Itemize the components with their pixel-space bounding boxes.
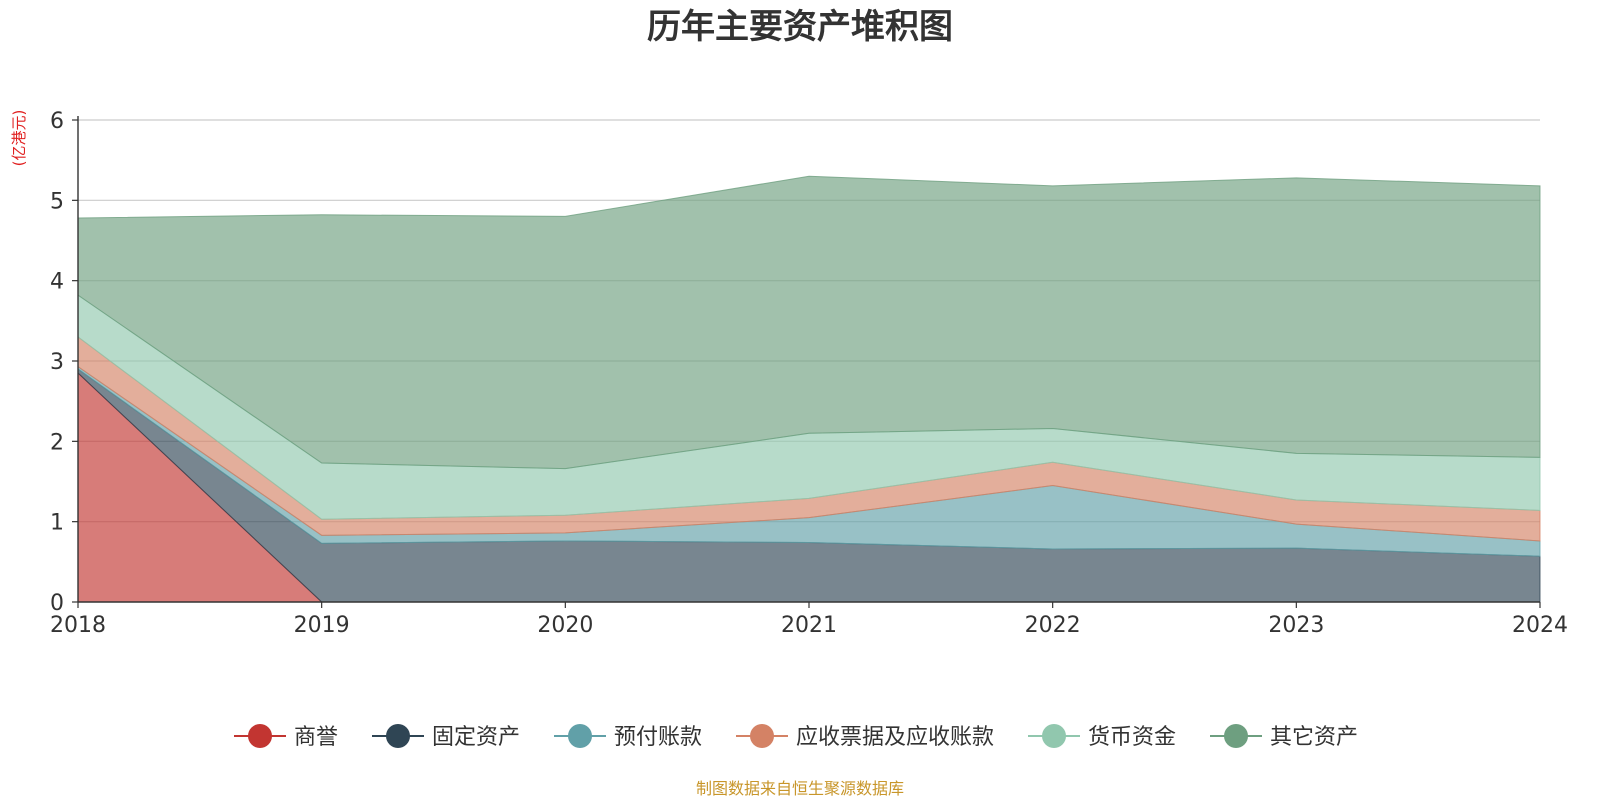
legend-item-0[interactable]: 商誉 (233, 724, 338, 750)
x-tick-label-2021: 2021 (781, 613, 837, 638)
x-tick-label-2023: 2023 (1268, 613, 1324, 638)
legend-item-1[interactable]: 固定资产 (371, 724, 520, 750)
legend-item-4[interactable]: 货币资金 (1028, 724, 1176, 750)
legend-marker-2 (567, 724, 592, 748)
data-source-note: 制图数据来自恒生聚源数据库 (696, 779, 904, 798)
legend-marker-4 (1042, 724, 1067, 748)
x-tick-label-2018: 2018 (50, 613, 106, 638)
legend-label-3: 应收票据及应收账款 (796, 725, 994, 750)
area-series-5[interactable] (77, 175, 1541, 470)
axes: 0 1 2 3 4 5 6 2018 2019 2020 2021 2022 2023 2024 (50, 109, 1568, 638)
legend[interactable]: 商誉 固定资产 预付账款 应收票据及应收账款 货币资金 其它资产 (233, 724, 1358, 750)
y-tick-label-5: 5 (50, 189, 64, 214)
legend-item-2[interactable]: 预付账款 (553, 724, 702, 750)
y-tick-label-4: 4 (50, 270, 64, 295)
x-tick-label-2024: 2024 (1512, 613, 1568, 638)
legend-label-0: 商誉 (294, 725, 338, 750)
legend-item-3[interactable]: 应收票据及应收账款 (735, 724, 994, 750)
y-tick-label-6: 6 (50, 109, 64, 134)
y-tick-label-1: 1 (50, 511, 64, 536)
legend-label-1: 固定资产 (432, 725, 520, 750)
x-tick-label-2020: 2020 (537, 613, 593, 638)
x-tick-label-2019: 2019 (294, 613, 350, 638)
area-series-group (77, 175, 1541, 603)
legend-marker-5 (1224, 724, 1249, 748)
y-tick-label-2: 2 (50, 430, 64, 455)
legend-marker-1 (385, 724, 410, 748)
legend-marker-0 (247, 724, 272, 748)
chart-title: 历年主要资产堆积图 (647, 7, 953, 47)
legend-label-5: 其它资产 (1270, 725, 1358, 750)
legend-marker-3 (749, 724, 774, 748)
legend-label-2: 预付账款 (614, 725, 702, 750)
legend-label-4: 货币资金 (1088, 725, 1176, 750)
legend-item-5[interactable]: 其它资产 (1210, 724, 1358, 750)
y-tick-label-3: 3 (50, 350, 64, 375)
x-tick-label-2022: 2022 (1025, 613, 1081, 638)
y-axis-unit-label: (亿港元) (10, 110, 28, 167)
y-tick-label-0: 0 (50, 591, 64, 616)
